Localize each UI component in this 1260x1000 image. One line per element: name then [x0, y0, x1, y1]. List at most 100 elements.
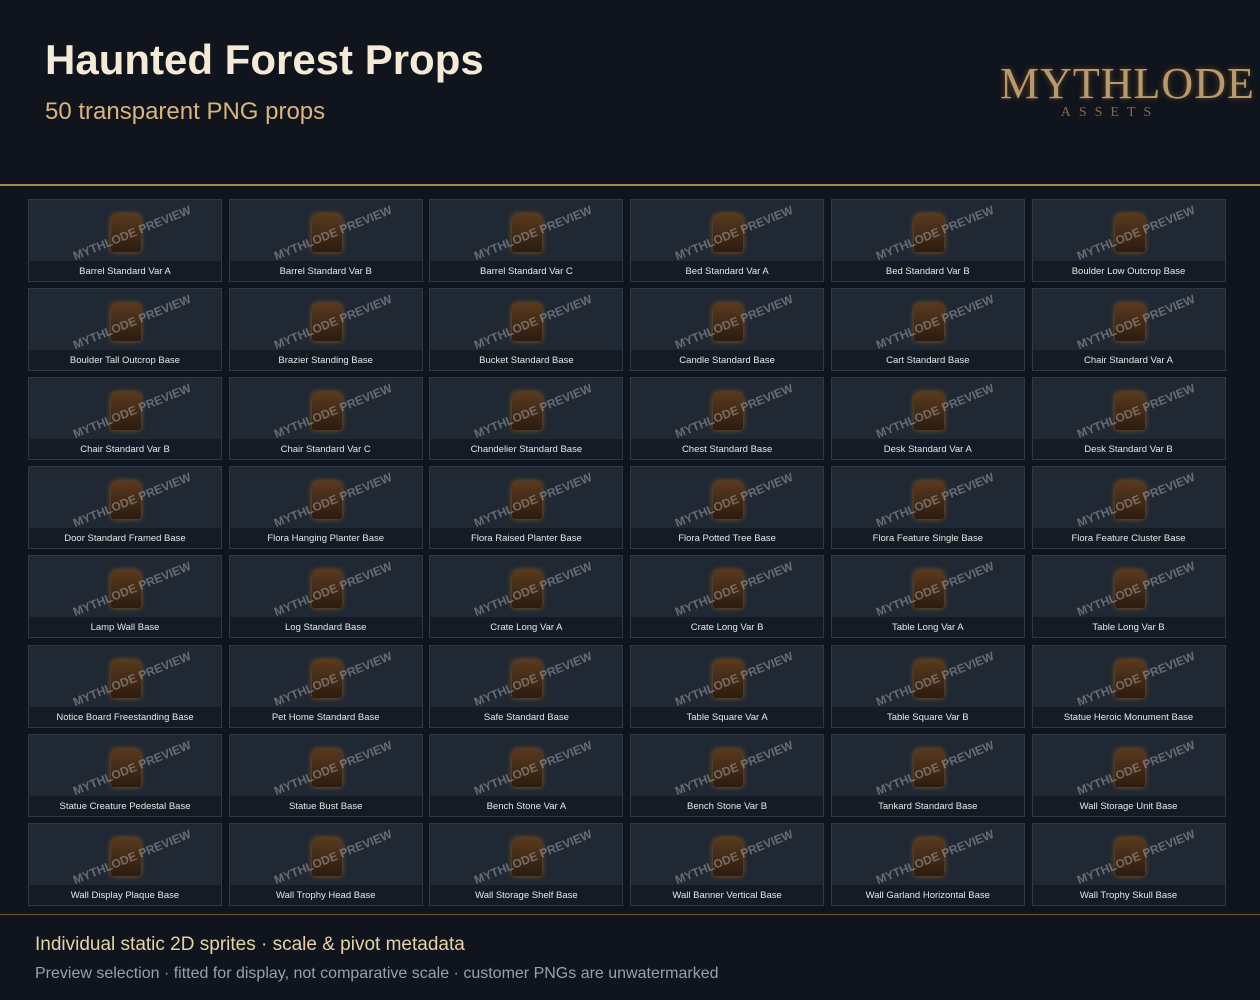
prop-label: Barrel Standard Var C: [430, 261, 623, 281]
prop-card: MYTHLODE PREVIEW Brazier Standing Base: [228, 288, 423, 372]
watermark: MYTHLODE PREVIEW: [873, 381, 996, 442]
prop-label: Chandelier Standard Base: [430, 439, 623, 460]
prop-label: Wall Trophy Head Base: [229, 884, 422, 905]
footer-note: Preview selection · fitted for display, …: [35, 965, 719, 982]
prop-card: MYTHLODE PREVIEW Table Long Var A: [830, 555, 1025, 639]
prop-label: Cart Standard Base: [831, 350, 1024, 371]
watermark: MYTHLODE PREVIEW: [673, 202, 796, 264]
prop-card: MYTHLODE PREVIEW Tankard Standard Base: [830, 733, 1025, 817]
watermark: MYTHLODE PREVIEW: [70, 559, 194, 620]
prop-card: MYTHLODE PREVIEW Wall Banner Vertical Bas…: [630, 822, 825, 906]
watermark: MYTHLODE PREVIEW: [873, 737, 996, 798]
prop-label: Lamp Wall Base: [29, 617, 221, 638]
prop-card: MYTHLODE PREVIEW Boulder Low Outcrop Base: [1031, 199, 1226, 282]
prop-card: MYTHLODE PREVIEW Boulder Tall Outcrop Bas…: [28, 288, 222, 372]
prop-image: [1114, 481, 1145, 520]
prop-image: [512, 570, 543, 609]
prop-label: Notice Board Freestanding Base: [29, 706, 221, 727]
prop-image: [1114, 214, 1145, 252]
prop-label: Statue Heroic Monument Base: [1032, 706, 1225, 727]
watermark: MYTHLODE PREVIEW: [1074, 470, 1197, 531]
prop-card: MYTHLODE PREVIEW Bench Stone Var B: [630, 733, 825, 817]
watermark: MYTHLODE PREVIEW: [673, 826, 796, 887]
prop-card: MYTHLODE PREVIEW Wall Trophy Head Base: [228, 822, 423, 906]
prop-label: Wall Storage Unit Base: [1032, 795, 1225, 816]
watermark: MYTHLODE PREVIEW: [70, 202, 194, 264]
watermark: MYTHLODE PREVIEW: [70, 648, 194, 709]
prop-image: [913, 659, 944, 698]
watermark: MYTHLODE PREVIEW: [1074, 737, 1197, 798]
prop-label: Bench Stone Var A: [430, 795, 623, 816]
prop-image: [713, 748, 744, 787]
prop-image: [311, 303, 342, 342]
prop-image: [913, 214, 944, 252]
watermark: MYTHLODE PREVIEW: [873, 470, 996, 531]
title: Haunted Forest Props: [45, 36, 484, 83]
prop-label: Log Standard Base: [229, 617, 422, 638]
watermark: MYTHLODE PREVIEW: [673, 292, 796, 353]
prop-image: [913, 303, 944, 342]
prop-label: Wall Display Plaque Base: [29, 884, 221, 905]
watermark: MYTHLODE PREVIEW: [472, 292, 595, 353]
prop-label: Crate Long Var A: [430, 617, 623, 638]
prop-card: MYTHLODE PREVIEW Table Square Var B: [830, 644, 1025, 728]
prop-image: [1114, 392, 1145, 431]
prop-label: Tankard Standard Base: [831, 795, 1024, 816]
watermark: MYTHLODE PREVIEW: [673, 648, 796, 709]
prop-image: [512, 303, 543, 342]
subtitle: 50 transparent PNG props: [45, 98, 326, 125]
prop-image: [111, 748, 141, 787]
prop-image: [713, 481, 744, 520]
prop-image: [512, 392, 543, 431]
prop-label: Bed Standard Var A: [631, 261, 824, 281]
watermark: MYTHLODE PREVIEW: [1074, 826, 1197, 887]
watermark: MYTHLODE PREVIEW: [70, 381, 194, 442]
prop-card: MYTHLODE PREVIEW Bucket Standard Base: [429, 288, 624, 372]
watermark: MYTHLODE PREVIEW: [472, 648, 595, 709]
prop-label: Table Long Var A: [831, 617, 1024, 638]
prop-card: MYTHLODE PREVIEW Notice Board Freestandin…: [28, 644, 222, 728]
prop-card: MYTHLODE PREVIEW Wall Trophy Skull Base: [1031, 822, 1226, 906]
watermark: MYTHLODE PREVIEW: [673, 559, 796, 620]
watermark: MYTHLODE PREVIEW: [472, 470, 595, 531]
watermark: MYTHLODE PREVIEW: [271, 559, 394, 620]
prop-image: [111, 570, 141, 609]
prop-label: Safe Standard Base: [430, 706, 623, 727]
watermark: MYTHLODE PREVIEW: [271, 470, 394, 531]
watermark: MYTHLODE PREVIEW: [472, 202, 595, 264]
prop-card: MYTHLODE PREVIEW Flora Raised Planter Bas…: [429, 466, 624, 550]
prop-card: MYTHLODE PREVIEW Chair Standard Var B: [28, 377, 222, 461]
prop-label: Door Standard Framed Base: [29, 528, 221, 549]
prop-image: [1114, 303, 1145, 342]
prop-label: Table Long Var B: [1032, 617, 1225, 638]
prop-label: Boulder Low Outcrop Base: [1032, 261, 1225, 281]
prop-label: Flora Feature Single Base: [831, 528, 1024, 549]
prop-card: MYTHLODE PREVIEW Wall Garland Horizontal …: [830, 822, 1025, 906]
divider: [0, 914, 1260, 915]
prop-label: Barrel Standard Var A: [29, 261, 221, 281]
prop-card: MYTHLODE PREVIEW Flora Feature Cluster Ba…: [1031, 466, 1226, 550]
prop-label: Pet Home Standard Base: [229, 706, 422, 727]
prop-card: MYTHLODE PREVIEW Chair Standard Var C: [228, 377, 423, 461]
prop-label: Statue Bust Base: [229, 795, 422, 816]
prop-image: [512, 659, 543, 698]
prop-image: [713, 570, 744, 609]
prop-card: MYTHLODE PREVIEW Pet Home Standard Base: [228, 644, 423, 728]
logo-tagline: ASSETS: [1060, 105, 1160, 120]
prop-card: MYTHLODE PREVIEW Table Square Var A: [630, 644, 825, 728]
prop-image: [311, 837, 342, 876]
prop-card: MYTHLODE PREVIEW Crate Long Var A: [429, 555, 624, 639]
prop-image: [512, 837, 543, 876]
prop-image: [913, 837, 944, 876]
prop-label: Bucket Standard Base: [430, 350, 623, 371]
divider: [0, 184, 1260, 186]
watermark: MYTHLODE PREVIEW: [70, 737, 194, 798]
prop-label: Desk Standard Var B: [1032, 439, 1225, 460]
prop-card: MYTHLODE PREVIEW Barrel Standard Var A: [28, 199, 222, 282]
watermark: MYTHLODE PREVIEW: [472, 559, 595, 620]
watermark: MYTHLODE PREVIEW: [472, 826, 595, 887]
prop-image: [713, 837, 744, 876]
prop-card: MYTHLODE PREVIEW Log Standard Base: [228, 555, 423, 639]
prop-label: Flora Potted Tree Base: [631, 528, 824, 549]
